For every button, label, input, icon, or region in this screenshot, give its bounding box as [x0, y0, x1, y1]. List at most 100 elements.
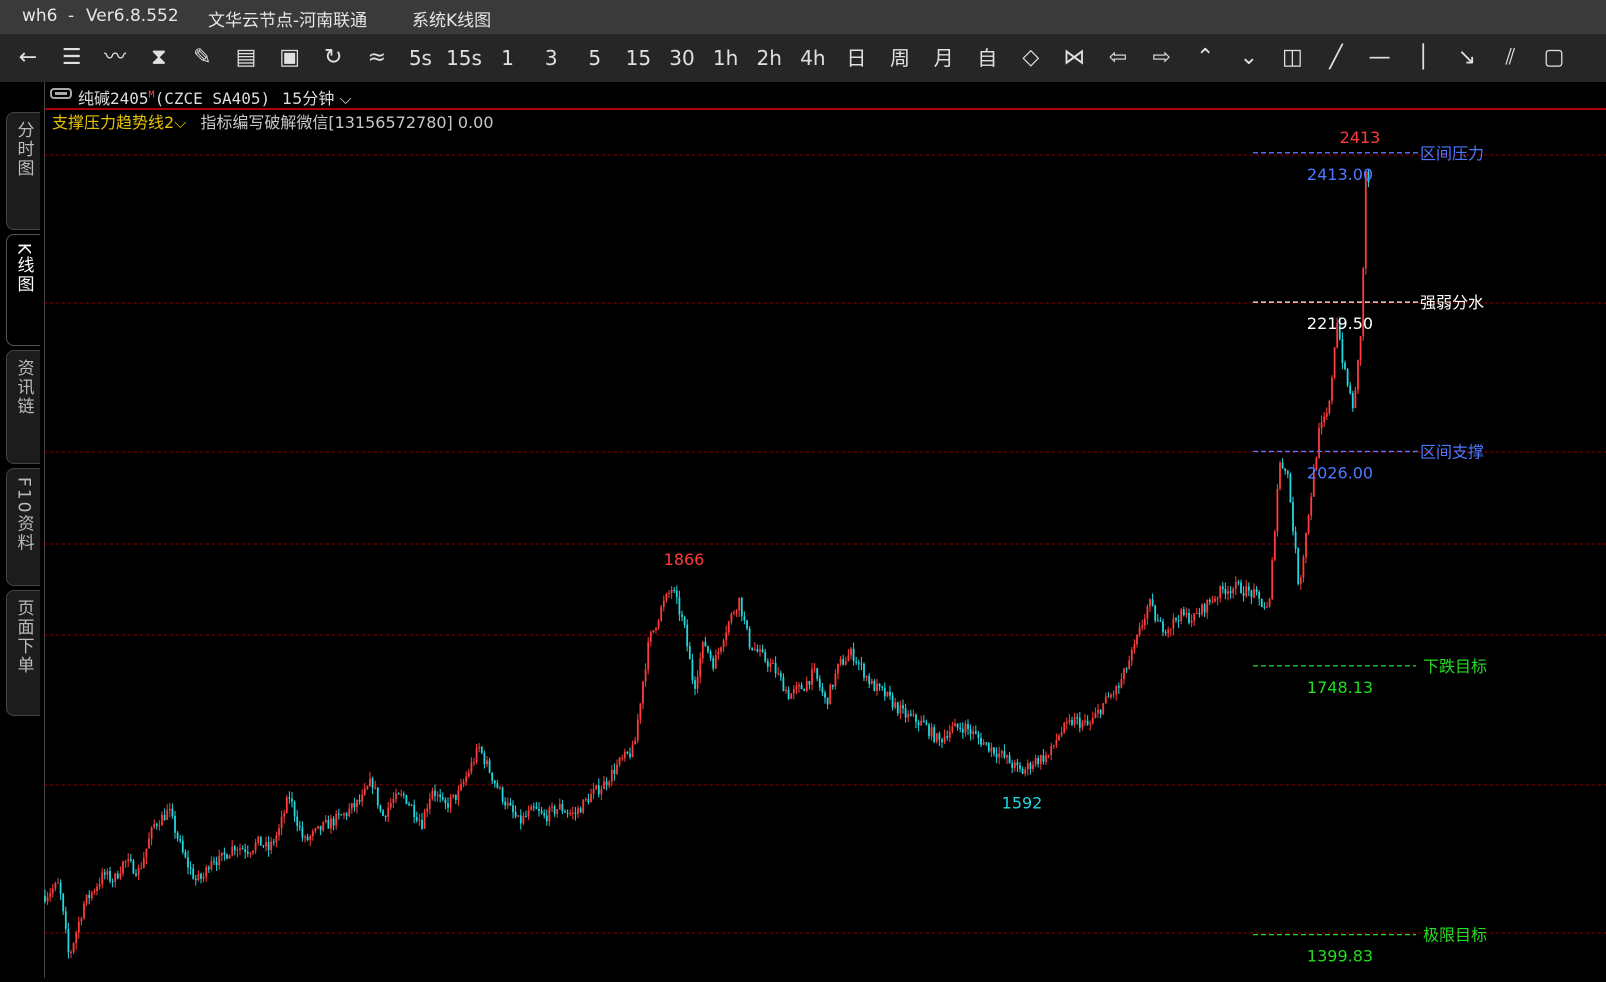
tab-news-chain[interactable]: 资讯链 [6, 350, 40, 464]
candle-body [366, 786, 369, 790]
candle-body [441, 797, 444, 800]
draw-tool-icon[interactable]: ✎ [193, 45, 212, 70]
period-custom[interactable]: 自 [977, 46, 998, 70]
period-15m[interactable]: 15 [625, 46, 652, 70]
zoom-out-icon[interactable]: ⋈ [1063, 45, 1086, 70]
period-4h[interactable]: 4h [800, 46, 826, 70]
candle-body [782, 677, 785, 692]
candle-body [842, 659, 845, 665]
vertical-line-icon[interactable]: │ [1416, 45, 1430, 70]
period-2h[interactable]: 2h [756, 46, 782, 70]
candle-body [1193, 613, 1196, 621]
candle-body [148, 838, 150, 849]
period-3m[interactable]: 3 [544, 46, 558, 70]
back-icon[interactable]: ← [18, 45, 38, 70]
candle-body [701, 641, 704, 659]
period-30m[interactable]: 30 [669, 46, 695, 70]
candlestick-icon[interactable]: ⧗ [151, 45, 167, 70]
candle-body [1367, 171, 1370, 183]
refresh-icon[interactable]: ↻ [323, 45, 343, 70]
trend-line-icon[interactable]: ╱ [1329, 45, 1343, 70]
candle-body [795, 686, 798, 689]
candle-body [57, 882, 59, 884]
period-month[interactable]: 月 [933, 46, 954, 70]
order-book-icon[interactable]: ▤ [235, 45, 257, 70]
period-5s[interactable]: 5s [408, 46, 432, 70]
kline-chart[interactable]: 区间压力 2413.00 强弱分水 2219.50 区间支撑 2026.00 下跌目标 174… [40, 110, 1606, 982]
period-1h[interactable]: 1h [712, 46, 739, 70]
candle-body [722, 640, 725, 648]
layout-icon[interactable]: ◫ [1281, 45, 1303, 70]
rectangle-icon[interactable]: ▢ [1543, 45, 1565, 70]
candle-body [1263, 606, 1266, 608]
tab-time-sharing[interactable]: 分时图 [6, 112, 40, 230]
ray-line-icon[interactable]: ↘ [1457, 45, 1477, 70]
candle-body [418, 819, 421, 821]
candle-body [187, 857, 189, 868]
tab-kline[interactable]: K线图 [6, 234, 40, 346]
candle-body [501, 787, 504, 802]
period-select[interactable]: 15分钟 ⌵ [282, 85, 352, 109]
candle-body [870, 680, 873, 684]
line-chart-icon[interactable]: 〰 [104, 45, 127, 70]
list-icon[interactable]: ☰ [61, 45, 82, 70]
period-5m[interactable]: 5 [588, 46, 602, 70]
candle-body [1060, 732, 1063, 736]
candle-body [1359, 336, 1362, 361]
save-icon[interactable]: ▣ [279, 45, 300, 70]
candle-body [1068, 720, 1071, 722]
period-day[interactable]: 日 [846, 46, 867, 70]
candle-body [582, 799, 585, 813]
candle-body [813, 668, 816, 670]
candle-body [106, 870, 109, 875]
candle-body [519, 815, 522, 824]
candle-body [670, 589, 673, 594]
link-icon[interactable] [50, 88, 72, 99]
period-1m[interactable]: 1 [501, 46, 514, 70]
indicator-select[interactable]: 支撑压力趋势线2⌵ [52, 113, 186, 132]
tab-order[interactable]: 页面下单 [6, 590, 40, 716]
candle-body [176, 832, 179, 839]
candle-body [873, 680, 876, 692]
period-15s[interactable]: 15s [446, 46, 482, 70]
parallel-line-icon[interactable]: ⫽ [1505, 45, 1516, 70]
candle-body [561, 804, 564, 812]
arrow-up-icon[interactable]: ⌃ [1195, 45, 1215, 70]
candle-body [694, 680, 696, 689]
indicator-icon[interactable]: ≈ [367, 45, 387, 70]
candle-body [959, 727, 962, 729]
candle-body [109, 870, 111, 882]
candle-body [265, 842, 267, 847]
tab-label: 页面下单 [13, 599, 34, 675]
candle-body [977, 733, 980, 738]
candle-body [306, 836, 309, 840]
candle-body [1042, 755, 1045, 762]
period-week[interactable]: 周 [890, 46, 910, 70]
candle-body [904, 708, 907, 718]
arrow-down-icon[interactable]: ⌄ [1239, 45, 1259, 70]
candle-body [551, 806, 553, 808]
candle-body [184, 852, 187, 858]
arrow-right-icon[interactable]: ⇨ [1152, 45, 1171, 70]
candle-body [574, 812, 577, 814]
candle-body [1045, 755, 1047, 762]
zoom-in-icon[interactable]: ◇ [1022, 45, 1040, 70]
candle-body [1037, 758, 1040, 765]
candle-body [77, 921, 80, 933]
horizontal-line-icon[interactable]: — [1368, 45, 1391, 70]
candle-body [665, 593, 668, 601]
arrow-left-icon[interactable]: ⇦ [1108, 45, 1128, 70]
candle-body [592, 789, 595, 794]
tab-f10[interactable]: F10资料 [6, 468, 40, 586]
candle-body [1177, 620, 1180, 622]
candle-body [1338, 322, 1341, 340]
candle-body [920, 720, 923, 726]
candle-body [301, 827, 304, 838]
candle-body [1071, 720, 1073, 725]
candle-body [1245, 586, 1248, 596]
level-label-down_target: 下跌目标 [1423, 657, 1487, 676]
candle-body [652, 629, 655, 633]
candle-body [1331, 377, 1333, 401]
candle-body [1323, 416, 1326, 423]
tab-label: 分时图 [13, 121, 34, 178]
